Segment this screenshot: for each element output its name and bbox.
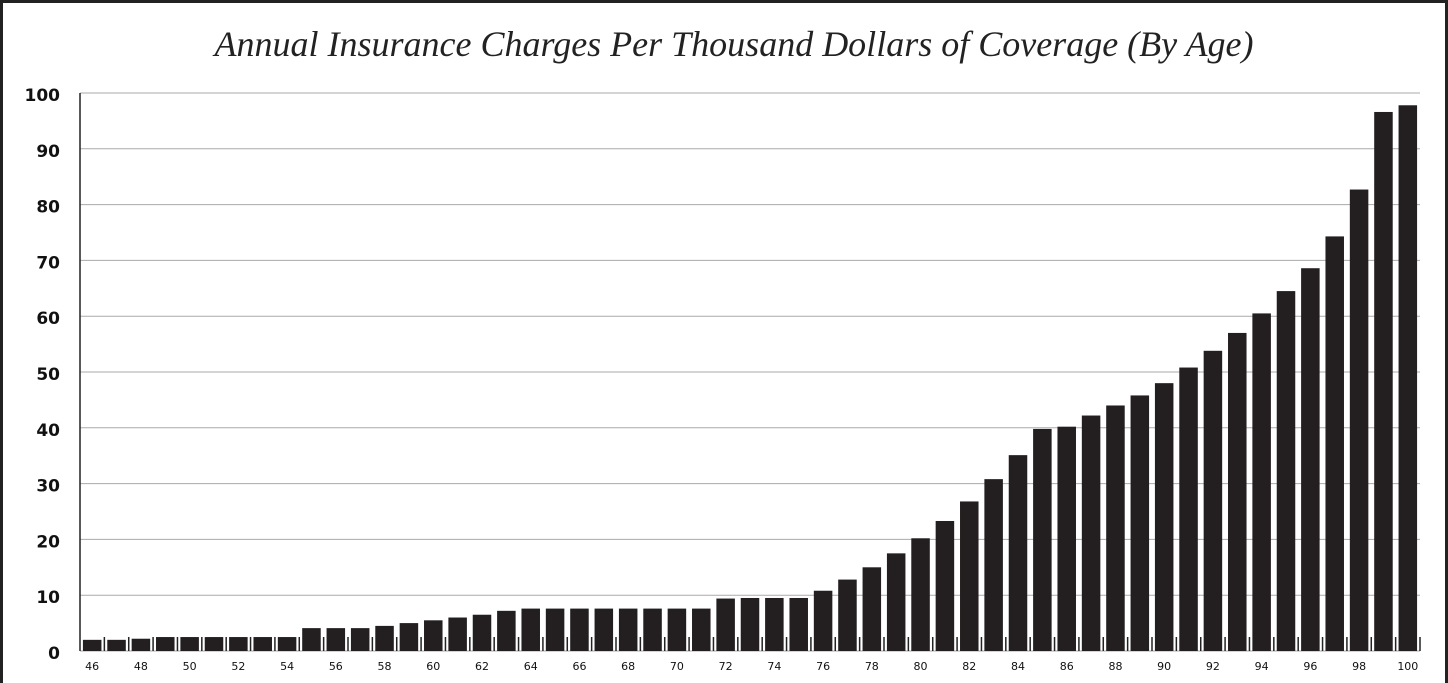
y-tick-label: 90	[36, 142, 60, 162]
bar	[472, 614, 492, 651]
bar	[375, 625, 394, 651]
x-tick-label: 58	[378, 660, 392, 673]
x-tick-label: 88	[1108, 660, 1122, 673]
bar	[935, 520, 955, 651]
bar	[1154, 383, 1174, 651]
x-tick-label: 62	[475, 660, 489, 673]
bar	[1398, 105, 1418, 651]
bar	[229, 637, 248, 651]
bar	[399, 623, 419, 651]
y-tick-label: 30	[36, 477, 60, 497]
bar	[1057, 426, 1076, 651]
bar	[984, 479, 1003, 651]
bar	[789, 597, 808, 651]
bar	[107, 639, 126, 651]
y-tick-label: 100	[25, 86, 61, 106]
bar	[1276, 291, 1296, 651]
bar	[82, 639, 102, 651]
bar	[1081, 415, 1101, 651]
bar	[277, 637, 297, 651]
bar	[740, 597, 760, 651]
x-tick-label: 60	[426, 660, 440, 673]
x-tick-label: 66	[572, 660, 586, 673]
bar	[1033, 428, 1052, 651]
x-tick-label: 96	[1303, 660, 1317, 673]
x-tick-label: 100	[1397, 660, 1418, 673]
bar	[692, 608, 711, 651]
bar	[350, 628, 370, 651]
x-tick-label: 46	[85, 660, 99, 673]
bar	[716, 598, 735, 651]
x-tick-label: 84	[1011, 660, 1025, 673]
x-tick-label: 98	[1352, 660, 1366, 673]
bar	[813, 590, 833, 651]
bar	[204, 637, 224, 651]
bar	[667, 608, 687, 651]
bar	[594, 608, 614, 651]
bar	[643, 608, 662, 651]
bar	[570, 608, 589, 651]
x-tick-label: 54	[280, 660, 294, 673]
x-tick-label: 70	[670, 660, 684, 673]
bar	[521, 608, 540, 651]
y-tick-label: 50	[36, 365, 60, 385]
bar	[960, 501, 979, 651]
bar	[1349, 189, 1369, 651]
x-tick-label: 64	[524, 660, 538, 673]
x-tick-label: 50	[183, 660, 197, 673]
bar	[765, 597, 784, 651]
y-tick-label: 40	[36, 421, 60, 441]
bar	[1130, 395, 1150, 651]
bar	[326, 628, 346, 651]
x-tick-label: 86	[1060, 660, 1074, 673]
y-tick-label: 20	[36, 532, 60, 552]
x-tick-label: 82	[962, 660, 976, 673]
y-tick-label: 0	[48, 644, 60, 664]
x-tick-label: 94	[1255, 660, 1269, 673]
bar	[862, 567, 882, 651]
bar	[545, 608, 565, 651]
x-tick-label: 56	[329, 660, 343, 673]
bar	[424, 620, 443, 651]
bar	[886, 553, 906, 651]
bar	[156, 637, 175, 651]
bar	[1008, 455, 1028, 651]
y-tick-label: 10	[36, 588, 60, 608]
bar	[618, 608, 638, 651]
x-tick-label: 74	[767, 660, 781, 673]
x-tick-label: 92	[1206, 660, 1220, 673]
x-tick-label: 52	[231, 660, 245, 673]
x-tick-label: 76	[816, 660, 830, 673]
bar	[1179, 367, 1198, 651]
bar	[180, 637, 199, 651]
bar	[253, 637, 272, 651]
x-tick-label: 80	[914, 660, 928, 673]
y-tick-label: 80	[36, 198, 60, 218]
bar	[1252, 313, 1271, 651]
y-tick-label: 70	[36, 253, 60, 273]
chart-title: Annual Insurance Charges Per Thousand Do…	[213, 24, 1254, 64]
bar	[911, 538, 930, 651]
bar	[1203, 350, 1223, 651]
bar	[1228, 332, 1247, 651]
bar	[302, 628, 321, 651]
bar	[1106, 405, 1125, 651]
bar	[838, 579, 857, 651]
bar	[1325, 236, 1344, 651]
y-tick-label: 60	[36, 309, 60, 329]
bar	[131, 638, 151, 651]
bar	[448, 617, 467, 651]
bar	[1374, 111, 1393, 652]
x-tick-label: 68	[621, 660, 635, 673]
x-tick-label: 72	[719, 660, 733, 673]
x-tick-label: 78	[865, 660, 879, 673]
bar	[1301, 268, 1320, 651]
bar	[497, 610, 516, 651]
x-tick-label: 48	[134, 660, 148, 673]
x-tick-label: 90	[1157, 660, 1171, 673]
